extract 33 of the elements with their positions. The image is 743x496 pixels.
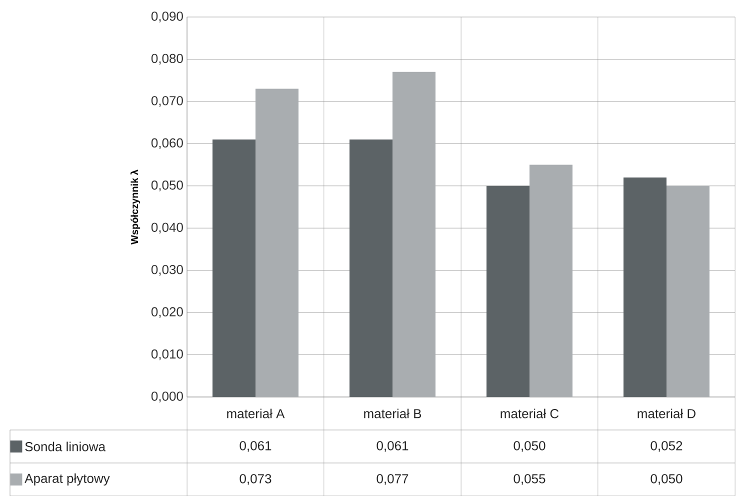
y-tick-label: 0,020	[151, 307, 183, 318]
data-label: 0,050	[650, 474, 682, 485]
x-tick-label: materiał D	[638, 408, 696, 418]
data-label: 0,077	[376, 474, 408, 485]
data-label: 0,052	[650, 441, 682, 452]
bar	[256, 88, 299, 397]
bar	[530, 164, 572, 397]
x-tick-label: materiał A	[227, 408, 285, 418]
x-tick-label: materiał C	[500, 408, 559, 418]
legend-label: Aparat płytowy	[24, 473, 110, 486]
y-tick-label: 0,090	[151, 12, 183, 22]
bar	[212, 139, 256, 397]
bar	[486, 186, 530, 397]
bar	[392, 72, 436, 397]
bar	[624, 177, 667, 397]
y-tick-label: 0,040	[151, 222, 183, 234]
y-tick-label: 0,000	[151, 392, 183, 402]
data-label: 0,050	[514, 441, 546, 452]
data-label: 0,061	[240, 441, 272, 452]
y-axis-title: Współczynnik λ	[130, 170, 140, 244]
data-label: 0,061	[376, 441, 408, 452]
x-tick-label: materiał B	[364, 408, 422, 418]
y-tick-label: 0,070	[151, 96, 183, 107]
bar	[350, 139, 393, 397]
data-label: 0,055	[514, 474, 546, 485]
bar	[666, 186, 710, 397]
y-tick-label: 0,010	[151, 349, 183, 360]
y-tick-label: 0,030	[151, 264, 183, 276]
y-tick-label: 0,050	[151, 180, 183, 192]
legend-label: Sonda liniowa	[25, 442, 106, 452]
y-tick-label: 0,060	[151, 138, 183, 149]
data-label: 0,073	[240, 474, 272, 485]
y-tick-label: 0,080	[151, 54, 183, 64]
